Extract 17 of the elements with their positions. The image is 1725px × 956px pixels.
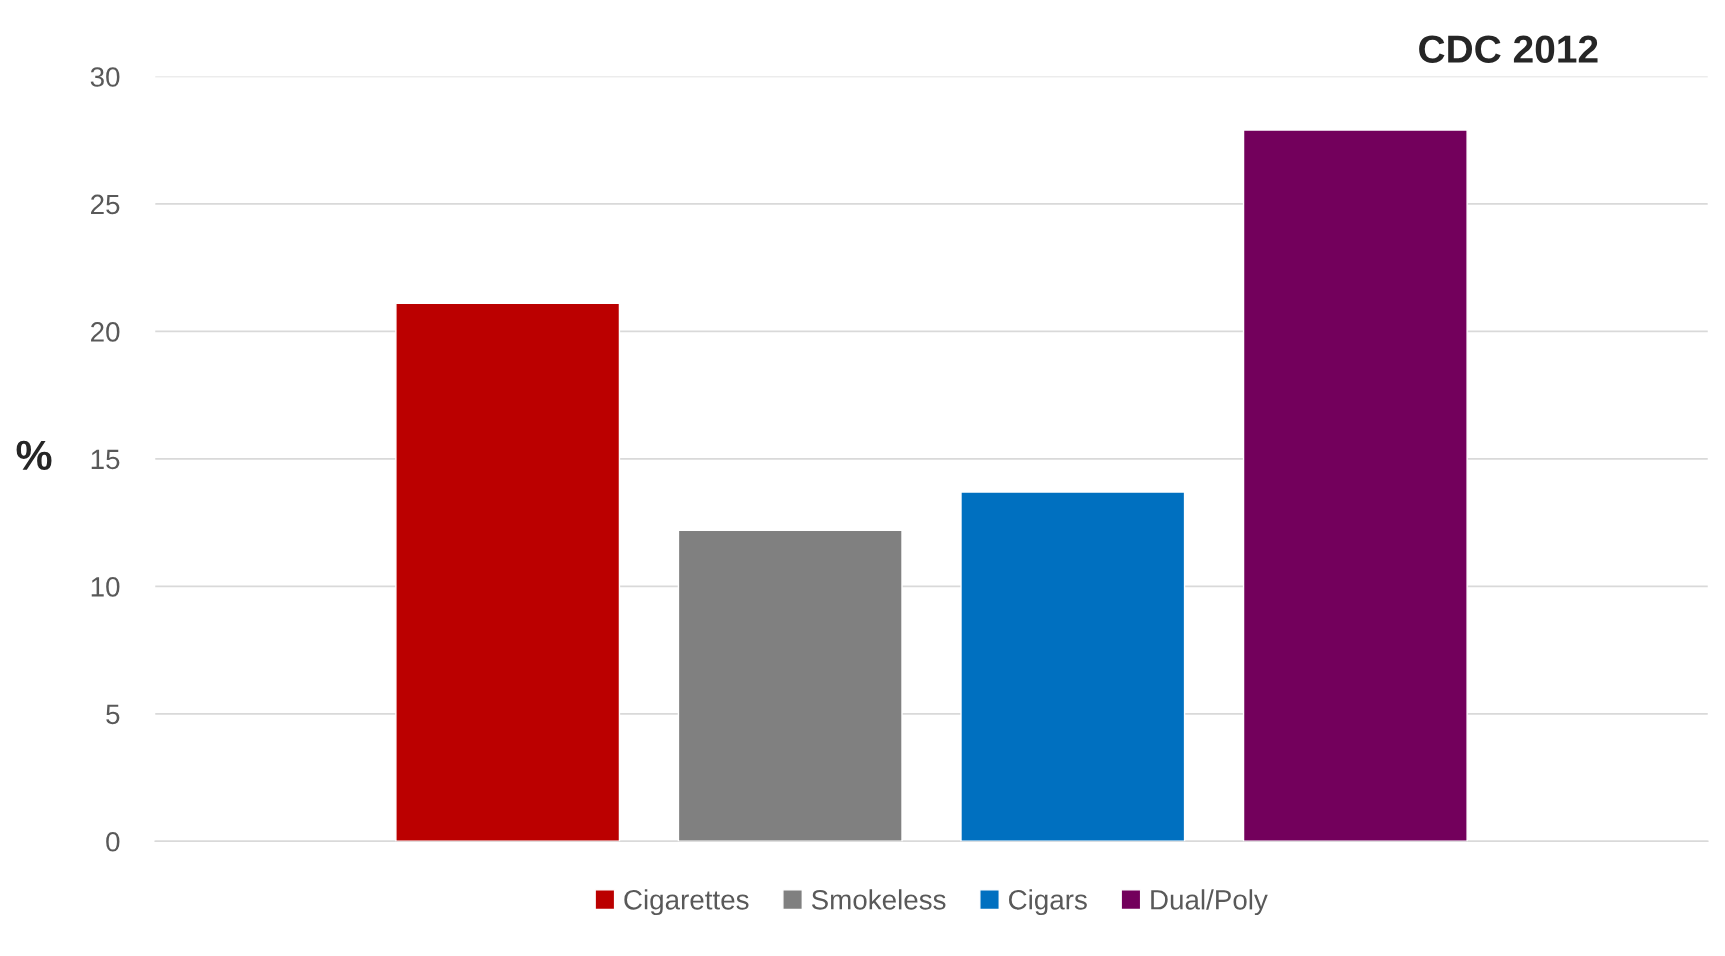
bar (677, 529, 903, 842)
y-tick-label: 0 (106, 831, 120, 852)
y-tick-label: 10 (91, 577, 120, 597)
y-axis-title: % (16, 440, 52, 470)
bar (395, 302, 621, 842)
legend-label: Smokeless (811, 889, 946, 910)
bar (960, 491, 1186, 842)
y-tick-label: 30 (90, 67, 120, 87)
legend-label: Cigarettes (624, 889, 749, 916)
y-tick-label: 15 (91, 449, 120, 470)
y-tick-label: 20 (91, 322, 120, 342)
bar (1242, 129, 1468, 842)
y-tick-label: 25 (91, 194, 120, 215)
y-tick-label: 5 (106, 704, 120, 725)
chart-title: CDC 2012 (1419, 35, 1598, 63)
legend-label: Cigars (1009, 889, 1087, 916)
legend-label: Dual/Poly (1151, 889, 1268, 916)
